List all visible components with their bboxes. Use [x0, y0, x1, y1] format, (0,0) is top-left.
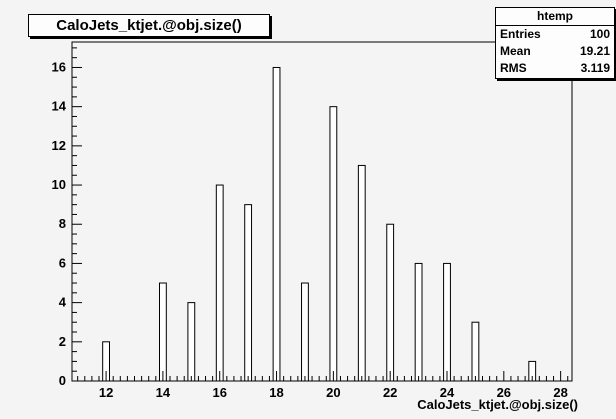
- y-tick-label: 6: [59, 255, 66, 270]
- x-tick-label: 26: [497, 385, 511, 400]
- y-tick-label: 10: [52, 177, 66, 192]
- x-tick-label: 24: [440, 385, 455, 400]
- x-tick-label: 22: [383, 385, 397, 400]
- stats-rms-label: RMS: [500, 61, 527, 75]
- y-tick-label: 14: [52, 99, 67, 114]
- stats-row-entries: Entries 100: [496, 26, 614, 43]
- x-tick-label: 16: [212, 385, 226, 400]
- histogram-bar: [386, 223, 395, 382]
- stats-entries-label: Entries: [500, 27, 541, 41]
- stats-mean-label: Mean: [500, 44, 531, 58]
- histogram-bar: [187, 302, 196, 382]
- plot-frame: [71, 41, 573, 382]
- histogram-bar: [414, 262, 423, 382]
- stats-name: htemp: [496, 8, 614, 26]
- histogram-bar: [443, 262, 451, 382]
- x-axis-label: CaloJets_ktjet.@obj.size(): [417, 397, 578, 412]
- y-tick-label: 12: [52, 138, 66, 153]
- y-tick-label: 16: [52, 59, 66, 74]
- histogram-bar: [244, 204, 253, 382]
- histogram-bar: [272, 66, 281, 382]
- x-tick-label: 14: [156, 385, 171, 400]
- stats-entries-value: 100: [589, 27, 610, 41]
- stats-box: htemp Entries 100 Mean 19.21 RMS 3.119: [495, 7, 615, 79]
- histogram-bar: [471, 321, 480, 382]
- histogram-bar: [159, 282, 167, 382]
- x-tick-label: 20: [326, 385, 340, 400]
- x-tick-label: 28: [553, 385, 567, 400]
- histogram-bar: [215, 184, 224, 382]
- histogram-bar: [329, 106, 338, 382]
- histogram-bar: [357, 164, 366, 382]
- stats-row-rms: RMS 3.119: [496, 60, 614, 77]
- chart-title: CaloJets_ktjet.@obj.size(): [28, 14, 270, 37]
- y-tick-label: 0: [59, 373, 66, 388]
- x-tick-label: 12: [99, 385, 113, 400]
- x-tick-label: 18: [269, 385, 283, 400]
- stats-rms-value: 3.119: [580, 61, 610, 75]
- stats-mean-value: 19.21: [579, 44, 610, 58]
- y-tick-label: 2: [59, 334, 66, 349]
- stats-row-mean: Mean 19.21: [496, 43, 614, 60]
- histogram-bar: [301, 282, 309, 382]
- y-tick-label: 4: [59, 295, 67, 310]
- y-tick-label: 8: [59, 216, 66, 231]
